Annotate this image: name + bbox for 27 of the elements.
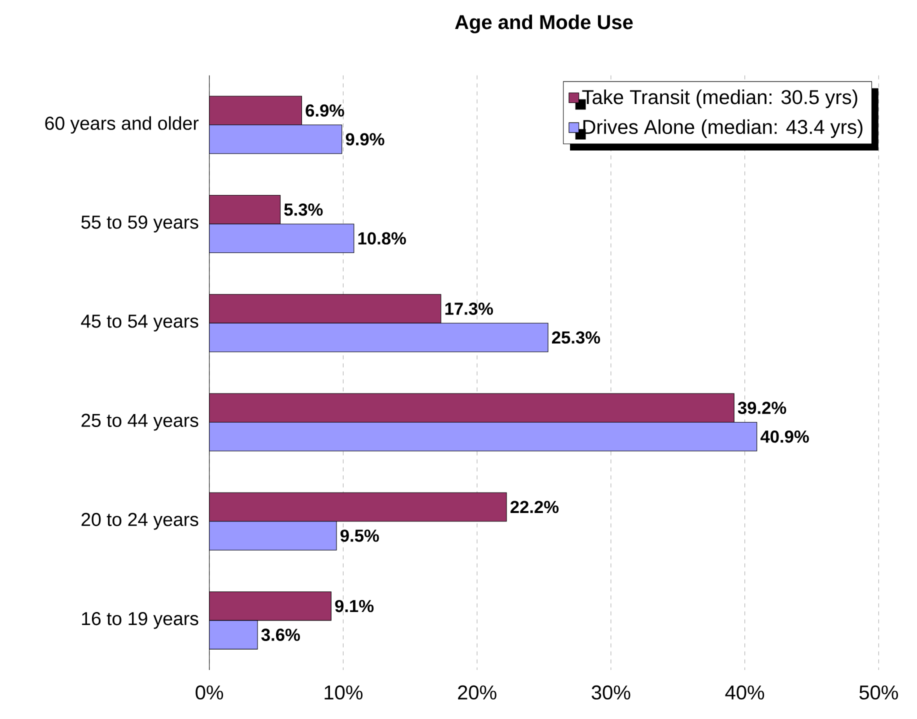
data-label: 17.3% xyxy=(445,302,493,315)
data-label: 10.8% xyxy=(358,232,406,245)
data-label: 6.9% xyxy=(306,104,344,117)
y-tick-label: 60 years and older xyxy=(45,116,199,134)
legend-label: Drives Alone (median: 43.4 yrs) xyxy=(583,119,862,138)
x-tick-label: 50% xyxy=(859,685,898,700)
data-label: 9.1% xyxy=(335,600,374,612)
x-tick-label: 10% xyxy=(324,685,362,700)
data-label: 22.2% xyxy=(510,500,559,514)
x-tick-label: 30% xyxy=(592,685,630,700)
y-tick-label: 55 to 59 years xyxy=(81,216,198,232)
data-label: 9.5% xyxy=(340,530,379,542)
data-label: 5.3% xyxy=(284,203,323,216)
chart-title: Age and Mode Use xyxy=(455,14,633,34)
y-tick-label: 45 to 54 years xyxy=(81,314,198,332)
legend-label: Take Transit (median: 30.5 yrs) xyxy=(582,90,858,108)
x-tick-label: 40% xyxy=(725,685,764,700)
y-tick-label: 16 to 19 years xyxy=(82,612,198,629)
data-label: 40.9% xyxy=(760,430,809,443)
data-label: 3.6% xyxy=(261,628,300,641)
data-label: 9.9% xyxy=(346,133,384,146)
y-tick-label: 25 to 44 years xyxy=(82,414,198,431)
data-label: 39.2% xyxy=(738,402,786,414)
y-tick-label: 20 to 24 years xyxy=(82,512,198,530)
x-tick-label: 20% xyxy=(458,685,496,700)
data-label: 25.3% xyxy=(552,331,600,344)
x-tick-label: 0% xyxy=(196,685,224,700)
